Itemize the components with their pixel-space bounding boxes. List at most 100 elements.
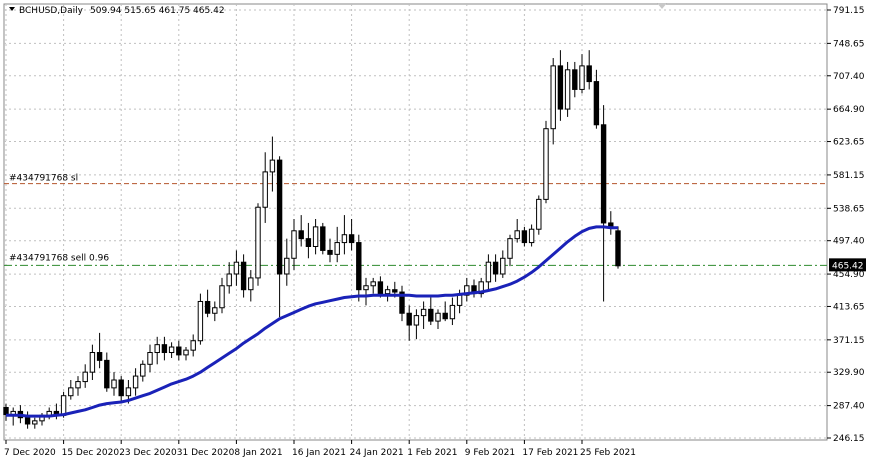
candle-bull[interactable]	[82, 371, 88, 383]
candle-bear[interactable]	[176, 346, 182, 356]
candle-bull[interactable]	[183, 349, 189, 356]
candle-bull[interactable]	[125, 387, 132, 397]
candle-bear[interactable]	[305, 238, 312, 247]
candle-bull[interactable]	[248, 277, 254, 291]
candle-bull[interactable]	[68, 387, 74, 397]
candle-bull[interactable]	[478, 281, 484, 295]
candle-bull[interactable]	[449, 304, 456, 320]
x-tick-label: 1 Feb 2021	[407, 448, 457, 458]
candle-bull[interactable]	[233, 261, 240, 275]
y-tick-label: 623.65	[833, 138, 865, 148]
candle-bear[interactable]	[24, 417, 31, 425]
candle-bear[interactable]	[298, 230, 304, 240]
candle-bull[interactable]	[334, 242, 340, 255]
candle-bull[interactable]	[147, 352, 153, 365]
candle-bear[interactable]	[3, 406, 9, 416]
candle-bull[interactable]	[89, 352, 96, 373]
candle-bull[interactable]	[312, 226, 319, 247]
candle-bear[interactable]	[557, 65, 564, 110]
candle-bull[interactable]	[32, 420, 38, 425]
y-tick-label: 454.90	[833, 270, 865, 280]
x-tick-label: 9 Feb 2021	[465, 448, 515, 458]
y-tick-label: 664.90	[833, 105, 865, 115]
candle-bull[interactable]	[384, 289, 391, 295]
y-tick-label: 371.15	[833, 336, 865, 346]
candle-bull[interactable]	[291, 230, 297, 259]
y-tick-label: 413.65	[833, 302, 865, 312]
candle-bull[interactable]	[262, 171, 268, 208]
candle-bull[interactable]	[536, 198, 542, 230]
candle-bull[interactable]	[154, 344, 160, 354]
candle-bear[interactable]	[104, 359, 110, 389]
candle-bull[interactable]	[370, 281, 376, 287]
candle-bear[interactable]	[600, 124, 607, 224]
candle-bear[interactable]	[392, 289, 398, 293]
candle-bear[interactable]	[572, 69, 578, 90]
order-label: #434791768 sell 0.96	[9, 253, 109, 263]
candle-bull[interactable]	[75, 381, 81, 389]
dropdown-arrow-icon[interactable]	[9, 7, 15, 11]
candle-bull[interactable]	[212, 307, 218, 314]
candle-bull[interactable]	[543, 128, 549, 200]
candle-bull[interactable]	[226, 273, 232, 287]
candle-bear[interactable]	[161, 344, 168, 354]
candle-bull[interactable]	[550, 65, 556, 130]
candle-bull[interactable]	[363, 285, 369, 291]
candle-bull[interactable]	[255, 206, 261, 279]
x-tick-label: 15 Dec 2020	[62, 448, 120, 458]
x-tick-label: 8 Jan 2021	[234, 448, 282, 458]
candle-bear[interactable]	[406, 312, 412, 326]
candle-bull[interactable]	[168, 346, 175, 354]
candle-bear[interactable]	[276, 159, 283, 275]
candles[interactable]	[3, 50, 621, 429]
candle-bear[interactable]	[492, 261, 499, 275]
candle-bear[interactable]	[593, 81, 600, 126]
candle-bull[interactable]	[341, 234, 348, 244]
candle-bear[interactable]	[327, 249, 333, 255]
candle-bear[interactable]	[377, 281, 384, 295]
candle-bull[interactable]	[528, 228, 535, 244]
candle-bear[interactable]	[204, 300, 211, 314]
candle-bear[interactable]	[521, 230, 528, 244]
candle-bull[interactable]	[197, 300, 204, 342]
candle-bear[interactable]	[428, 308, 434, 322]
candle-bull[interactable]	[507, 238, 513, 259]
candle-bull[interactable]	[485, 261, 492, 283]
candle-bear[interactable]	[96, 352, 103, 361]
candle-bear[interactable]	[586, 65, 592, 83]
candle-bear[interactable]	[118, 379, 124, 397]
candle-bear[interactable]	[356, 242, 362, 291]
candle-bull[interactable]	[435, 312, 441, 322]
candle-bull[interactable]	[579, 65, 585, 90]
candle-bull[interactable]	[500, 257, 506, 275]
x-tick-label: 17 Feb 2021	[522, 448, 578, 458]
candle-bear[interactable]	[442, 312, 448, 320]
y-tick-label: 581.15	[833, 171, 865, 181]
candle-bull[interactable]	[140, 363, 146, 377]
candle-bull[interactable]	[456, 294, 463, 306]
candle-bear[interactable]	[399, 291, 405, 314]
candle-bull[interactable]	[514, 230, 520, 240]
candle-bull[interactable]	[111, 379, 117, 389]
symbol-label: BCHUSD,Daily	[19, 6, 84, 16]
candle-bull[interactable]	[413, 315, 420, 326]
candle-bear[interactable]	[615, 230, 621, 267]
candle-bull[interactable]	[219, 285, 225, 309]
candle-bear[interactable]	[240, 261, 247, 291]
scroll-shift-icon[interactable]	[657, 3, 667, 9]
candle-bull[interactable]	[60, 395, 67, 416]
candle-bull[interactable]	[284, 257, 290, 275]
candle-bull[interactable]	[269, 159, 276, 173]
y-tick-label: 748.65	[833, 39, 865, 49]
candle-bull[interactable]	[190, 340, 196, 351]
candle-bull[interactable]	[132, 375, 139, 389]
candle-bull[interactable]	[564, 69, 571, 110]
candle-bull[interactable]	[464, 285, 470, 296]
ohlc-label: 509.94 515.65 461.75 465.42	[90, 6, 225, 16]
candle-bear[interactable]	[348, 234, 355, 244]
candle-bear[interactable]	[320, 226, 326, 251]
candle-bull[interactable]	[420, 308, 427, 317]
